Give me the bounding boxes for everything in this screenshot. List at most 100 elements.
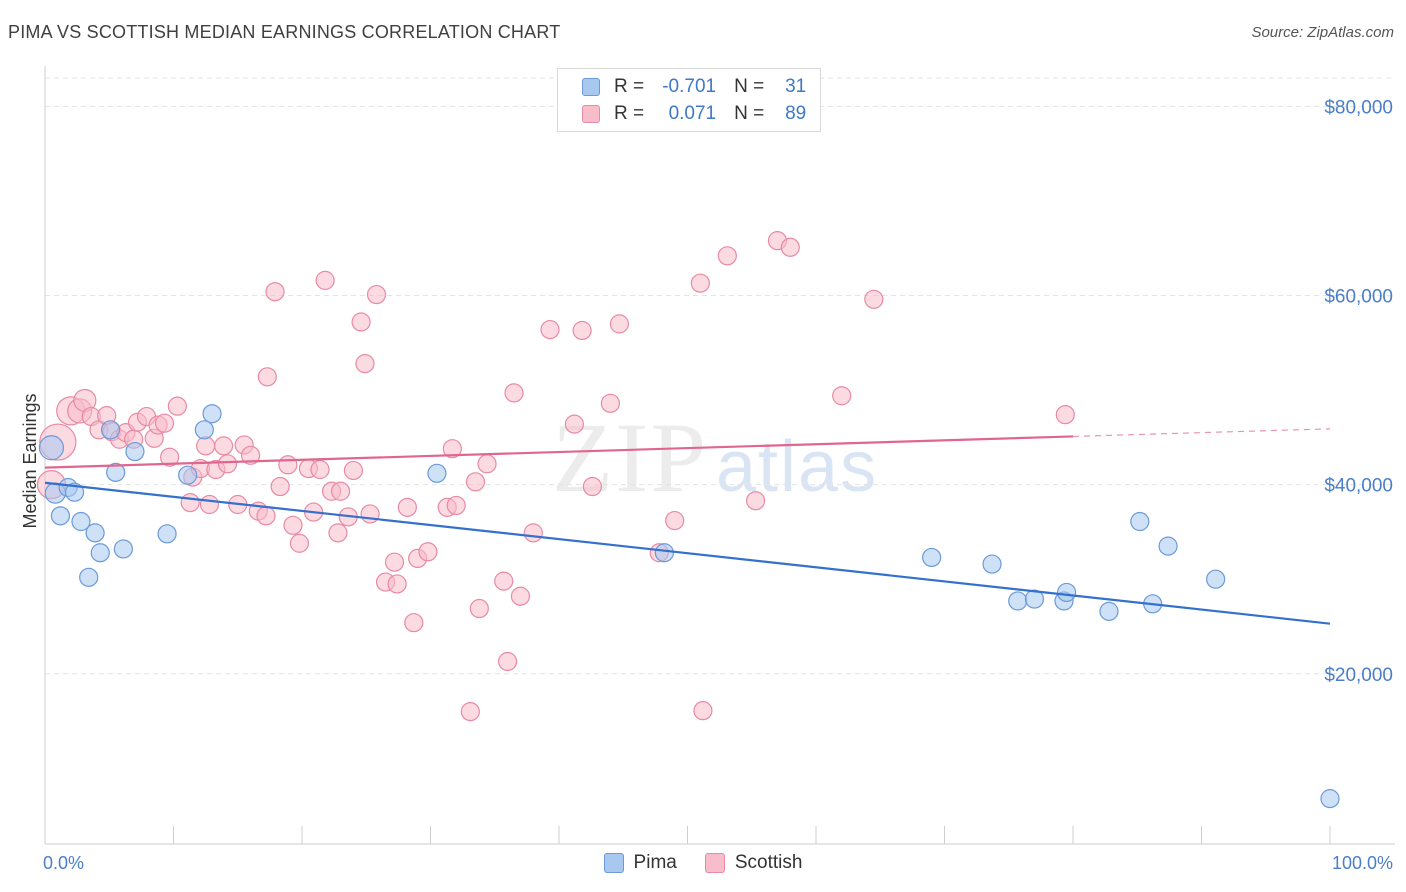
legend-item-pima[interactable]: Pima (603, 852, 677, 874)
scottish-point (315, 270, 335, 290)
scottish-point (465, 472, 486, 492)
y-tick-label: $40,000 (1324, 476, 1393, 497)
pima-point (157, 524, 177, 544)
scottish-point (477, 454, 497, 474)
legend-n-value: 89 (785, 103, 807, 124)
scottish-point (196, 436, 216, 456)
scottish-point (278, 455, 298, 475)
scottish-point (355, 353, 375, 374)
pima-point (194, 420, 214, 440)
pima-point (202, 404, 222, 424)
correlation-legend: R = -0.701 N = 31 R = 0.071 N = 89 (557, 68, 821, 132)
pima-point (1024, 589, 1045, 609)
legend-r-label: R = (614, 103, 645, 124)
watermark: ZIP atlas (552, 400, 878, 515)
scottish-point (469, 598, 489, 619)
scottish-point (494, 571, 514, 591)
legend-item-scottish[interactable]: Scottish (704, 852, 802, 874)
axis-labels: $20,000 $40,000 $60,000 $80,000 0.0% 100.0% Me… (20, 97, 1393, 873)
pima-point (100, 420, 121, 440)
pima-point (1158, 536, 1178, 556)
pima-point (427, 463, 447, 483)
legend-swatch-pima (582, 78, 600, 96)
y-tick-label: $20,000 (1324, 665, 1393, 686)
pima-point (90, 543, 110, 563)
pima-point (178, 465, 198, 485)
legend-r-label: R = (614, 76, 645, 97)
pima-trend-line (44, 481, 1331, 625)
scottish-point (351, 312, 371, 332)
pima-point (85, 523, 105, 543)
scottish-points (36, 231, 1075, 722)
scottish-point (270, 476, 290, 497)
scottish-point (665, 510, 685, 531)
scottish-point (832, 386, 852, 406)
pima-point (125, 441, 145, 462)
scottish-point (404, 613, 424, 633)
pima-point (982, 554, 1002, 574)
scottish-point (241, 445, 261, 465)
scottish-point (504, 383, 524, 403)
series-legend: Pima Scottish (0, 852, 1406, 874)
scottish-point (330, 481, 351, 501)
legend-row-pima: R = -0.701 N = 31 (582, 74, 806, 100)
scottish-point (600, 393, 621, 413)
scottish-point (1055, 405, 1075, 425)
scottish-point (283, 515, 303, 535)
pima-point (50, 506, 71, 526)
scottish-point (328, 523, 348, 543)
legend-n-value: 31 (785, 76, 807, 97)
chart-title: PIMA VS SCOTTISH MEDIAN EARNINGS CORRELA… (8, 22, 561, 42)
scottish-point (265, 282, 285, 302)
legend-swatch-scottish (582, 105, 600, 123)
scottish-point (864, 289, 884, 309)
legend-n-label: N = (734, 76, 765, 97)
pima-point (654, 543, 674, 563)
source-label: Source: ZipAtlas.com (1251, 24, 1394, 41)
pima-point (1099, 601, 1119, 621)
scottish-point (446, 495, 466, 516)
pima-point (1130, 511, 1150, 532)
scottish-point (460, 702, 480, 722)
y-tick-label: $80,000 (1324, 97, 1393, 118)
legend-n-label: N = (734, 103, 765, 124)
y-axis-title: Median Earnings (20, 393, 40, 528)
x-tick-label-end: 100.0% (1332, 853, 1393, 873)
scottish-point (366, 284, 387, 305)
scottish-point (418, 542, 438, 562)
legend-r-value: -0.701 (662, 76, 717, 97)
scottish-point (717, 246, 737, 266)
pima-point (1320, 789, 1340, 809)
scottish-point (442, 439, 462, 459)
scottish-point (746, 491, 766, 511)
pima-point (1056, 582, 1077, 603)
trend-lines (44, 428, 1331, 625)
legend-label-pima: Pima (633, 852, 677, 873)
scottish-point (256, 506, 276, 526)
watermark-atlas: atlas (716, 427, 879, 507)
scottish-point (572, 320, 592, 341)
legend-swatch-scottish (704, 853, 725, 873)
scottish-point (693, 701, 713, 721)
legend-swatch-pima (603, 853, 624, 873)
scottish-point (523, 523, 543, 543)
scottish-point (214, 436, 234, 456)
pima-point (71, 511, 91, 532)
scottish-point (160, 447, 180, 467)
grid-lines (45, 77, 1395, 675)
pima-point (113, 539, 133, 559)
y-tick-label: $60,000 (1324, 287, 1393, 308)
legend-r-value: 0.071 (668, 103, 717, 124)
pima-point (922, 547, 942, 568)
scottish-point (397, 497, 417, 517)
scottish-point (564, 414, 585, 434)
scottish-point (384, 552, 405, 572)
legend-row-scottish: R = 0.071 N = 89 (582, 101, 806, 127)
pima-point (79, 567, 99, 587)
scottish-point (540, 319, 560, 340)
scottish-point (167, 396, 187, 416)
scottish-point (343, 460, 363, 481)
scottish-point (510, 586, 531, 606)
scottish-point (780, 237, 800, 257)
